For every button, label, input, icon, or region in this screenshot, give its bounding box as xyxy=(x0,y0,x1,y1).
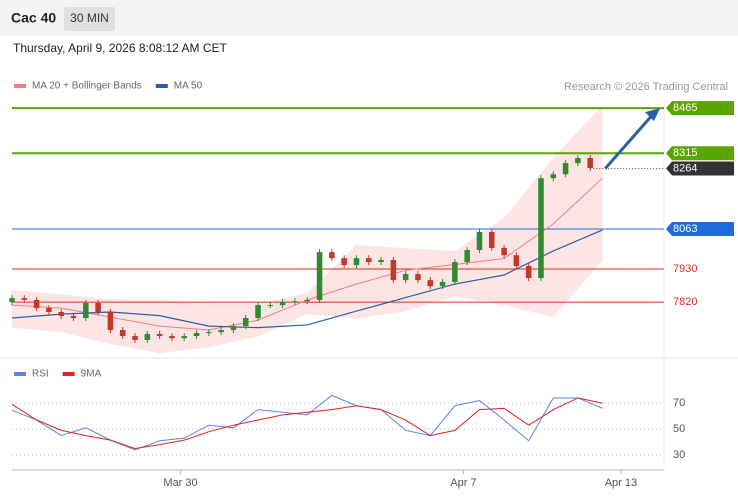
level-tag xyxy=(666,101,734,116)
rsi-line xyxy=(11,397,603,450)
candle-body xyxy=(119,330,126,337)
candle-body xyxy=(169,336,175,339)
x-tick-label: Apr 13 xyxy=(605,477,637,489)
candle-body xyxy=(341,258,347,266)
candle-body xyxy=(70,315,77,319)
candle-body xyxy=(329,252,335,259)
candle-body xyxy=(316,252,323,300)
candle-body xyxy=(390,259,397,281)
candle-body xyxy=(255,305,261,319)
interval-button[interactable] xyxy=(64,7,115,31)
datetime: Thursday, April 9, 2026 8:08:12 AM CET xyxy=(13,41,228,55)
candle-body xyxy=(402,274,409,281)
candle-body xyxy=(58,311,64,316)
level-label: 7820 xyxy=(673,296,697,308)
level-label: 8465 xyxy=(673,102,697,114)
legend-swatch xyxy=(155,84,168,88)
level-label: 8063 xyxy=(673,223,697,235)
candle-body xyxy=(353,258,360,266)
last-price-label: 8264 xyxy=(673,162,697,174)
candle-body xyxy=(562,163,569,175)
candle-body xyxy=(144,333,151,340)
candle-body xyxy=(575,158,581,164)
candle-body xyxy=(538,178,544,279)
level-tag xyxy=(666,146,734,161)
candle-body xyxy=(476,232,483,251)
legend-label: MA 20 + Bollinger Bands xyxy=(32,81,142,92)
candle-body xyxy=(132,336,138,340)
symbol: Cac 40 xyxy=(11,10,56,26)
bollinger-band xyxy=(12,105,603,354)
candle-body xyxy=(439,281,446,287)
candle-body xyxy=(181,336,187,339)
candle-body xyxy=(218,330,224,333)
candle-body xyxy=(427,280,434,287)
legend-swatch xyxy=(14,372,26,376)
candle-body xyxy=(193,333,200,337)
candle-body xyxy=(292,301,298,303)
y-tick-label: 50 xyxy=(673,423,685,435)
candle-body xyxy=(9,298,15,303)
candle-body xyxy=(550,174,557,179)
candle-body xyxy=(464,250,470,263)
candle-body xyxy=(452,262,458,282)
credit: Research © 2026 Trading Central xyxy=(564,81,728,93)
candle-body xyxy=(415,274,421,281)
candle-body xyxy=(33,299,40,309)
candle-body xyxy=(267,305,274,307)
last-price-tag xyxy=(666,161,734,176)
candle-body xyxy=(587,158,593,168)
x-tick-label: Apr 7 xyxy=(450,477,476,489)
candle-body xyxy=(489,232,495,248)
candle-body xyxy=(304,299,311,302)
candle-body xyxy=(365,258,372,263)
legend-label: MA 50 xyxy=(174,81,203,92)
arrow-head xyxy=(645,108,660,122)
level-label: 7930 xyxy=(673,263,697,275)
legend-swatch xyxy=(14,84,26,88)
y-tick-label: 30 xyxy=(673,449,685,461)
level-tag xyxy=(666,222,734,237)
y-tick-label: 70 xyxy=(673,397,685,409)
candle-body xyxy=(378,259,384,263)
legend-swatch xyxy=(62,372,75,376)
candle-body xyxy=(206,332,212,334)
candle-body xyxy=(46,308,52,312)
candle-body xyxy=(83,302,89,319)
candle-body xyxy=(525,265,532,279)
candle-body xyxy=(230,326,237,331)
candle-body xyxy=(107,311,114,331)
x-tick-label: Mar 30 xyxy=(163,477,197,489)
candle-body xyxy=(513,255,520,266)
candle-body xyxy=(501,247,507,256)
target-arrow xyxy=(604,112,656,170)
candle-body xyxy=(156,333,163,337)
candle-body xyxy=(95,302,101,312)
interval[interactable]: 30 MIN xyxy=(70,11,109,25)
legend-label: 9MA xyxy=(81,369,102,380)
candle-body xyxy=(242,318,249,327)
legend-label: RSI xyxy=(32,369,49,380)
candle-body xyxy=(21,298,28,300)
level-label: 8315 xyxy=(673,147,697,159)
candle-body xyxy=(279,302,286,306)
header-bar xyxy=(0,0,738,36)
